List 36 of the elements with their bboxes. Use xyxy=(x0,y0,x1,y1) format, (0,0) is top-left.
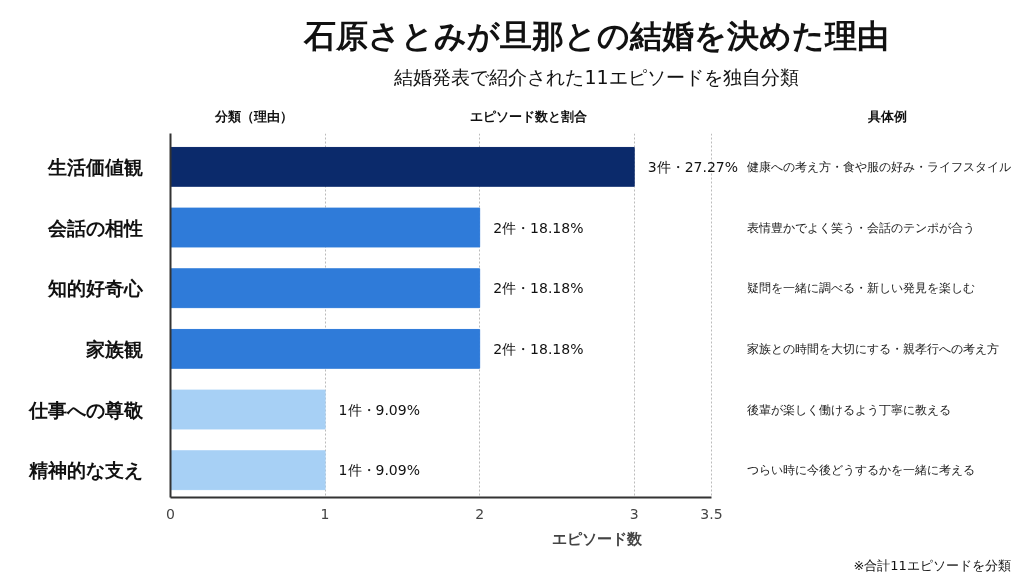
text: 健康への考え方・食や服の好み・ライフスタイル xyxy=(746,159,1011,174)
y-tick-label: 仕事への尊敬 xyxy=(27,398,144,421)
data-label: 3件・27.27% xyxy=(647,158,739,175)
chart-subtitle: 結婚発表で紹介された11エピソードを独自分類 xyxy=(393,65,799,88)
data-label: 2件・18.18% xyxy=(493,340,584,357)
y-tick-label: 精神的な支え xyxy=(27,459,143,482)
text: 後輩が楽しく働けるよう丁寧に教える xyxy=(746,402,951,417)
text: つらい時に今後どうするかを一緒に考える xyxy=(746,463,975,478)
bar xyxy=(170,207,481,248)
data-label: 2件・18.18% xyxy=(493,280,584,297)
text: 具体例 xyxy=(867,109,908,124)
y-tick-label: 知的好奇心 xyxy=(46,277,144,300)
x-tick-label: 1 xyxy=(320,505,330,522)
text: 家族との時間を大切にする・親孝行への考え方 xyxy=(746,341,999,356)
bar xyxy=(170,328,481,369)
text: 分類（理由） xyxy=(213,109,293,124)
x-tick-label: 2 xyxy=(475,505,485,522)
y-tick-label: 生活価値観 xyxy=(46,155,143,178)
text: エピソード数と割合 xyxy=(469,109,587,124)
chart-title: 石原さとみが旦那との結婚を決めた理由 xyxy=(303,16,889,55)
x-tick-label: 3.5 xyxy=(700,505,723,522)
bar xyxy=(170,146,635,187)
bar xyxy=(170,268,481,309)
data-label: 1件・9.09% xyxy=(338,401,420,418)
data-label: 2件・18.18% xyxy=(493,219,584,236)
x-tick-label: 3 xyxy=(629,505,639,522)
bar xyxy=(170,389,326,430)
text: ※合計11エピソードを分類 xyxy=(853,558,1011,573)
text: 表情豊かでよく笑う・会話のテンポが合う xyxy=(746,220,975,235)
text: 疑問を一緒に調べる・新しい発見を楽しむ xyxy=(746,281,975,296)
y-tick-label: 家族観 xyxy=(84,337,143,360)
bar xyxy=(170,450,326,491)
x-tick-label: 0 xyxy=(166,505,175,522)
y-tick-label: 会話の相性 xyxy=(46,216,143,239)
x-axis-title: エピソード数 xyxy=(551,529,643,548)
data-label: 1件・9.09% xyxy=(338,462,420,479)
